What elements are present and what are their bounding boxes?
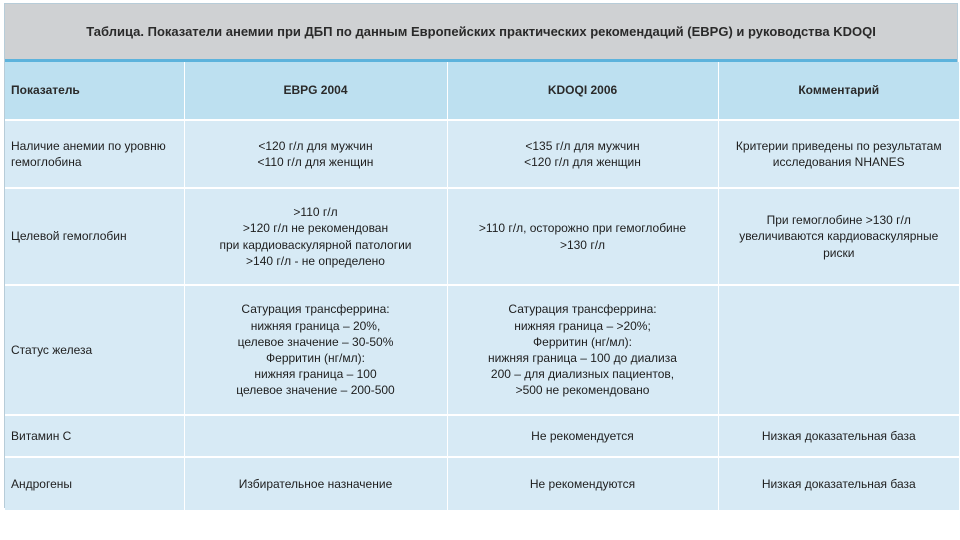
cell-line: >140 г/л - не определено [246,253,385,268]
comment-cell [718,285,959,416]
table-row: Наличие анемии по уровню гемоглобина <12… [5,120,959,189]
table-row: Статус железа Сатурация трансферрина: ни… [5,285,959,416]
cell-line: Ферритин (нг/мл): [266,351,365,365]
row-label: Целевой гемоглобин [5,188,185,286]
ebpg-cell: Сатурация трансферрина: нижняя граница –… [184,285,448,416]
table-title: Таблица. Показатели анемии при ДБП по да… [5,4,957,62]
cell-line: исследования NHANES [772,155,905,169]
cell-line: Целевой гемоглобин [11,229,127,244]
cell-line: Не рекомендуются [529,476,636,491]
cell-line: Низкая доказательная база [761,428,916,443]
cell-line: Сатурация трансферрина: [508,302,657,317]
cell-line: Андрогены [11,476,73,491]
cell-line: Критерии приведены по результатам [735,138,942,153]
table-row: Андрогены Избирательное назначение Не ре… [5,457,959,512]
comment-cell: При гемоглобине >130 г/л увеличиваются к… [718,188,959,286]
table-frame: Таблица. Показатели анемии при ДБП по да… [4,3,959,512]
cell-line: >130 г/л [559,237,606,252]
kdoqi-cell: Не рекомендуется [447,415,719,458]
cell-line: <135 г/л для мужчин [525,138,640,153]
cell-line: Избирательное назначение [238,476,393,491]
cell-line: >110 г/л, осторожно при гемоглобине [478,221,687,236]
cell-line: <120 г/л для мужчин [258,138,373,153]
ebpg-cell [184,415,448,458]
ebpg-cell: Избирательное назначение [184,457,448,512]
header-kdoqi: KDOQI 2006 [447,62,719,121]
cell-line: Не рекомендуется [531,428,634,443]
row-label: Наличие анемии по уровню гемоглобина [5,120,185,189]
comment-cell: Низкая доказательная база [718,415,959,458]
cell-line: >500 не рекомендовано [515,383,650,398]
header-indicator: Показатель [5,62,185,121]
comment-cell: Критерии приведены по результатам исслед… [718,120,959,189]
header-row: Показатель EBPG 2004 KDOQI 2006 Коммента… [5,62,959,121]
cell-line: При гемоглобине >130 г/л [766,213,911,228]
cell-line: целевое значение – 30-50% [237,334,394,349]
ebpg-cell: <120 г/л для мужчин <110 г/л для женщин [184,120,448,189]
comment-cell: Низкая доказательная база [718,457,959,512]
kdoqi-cell: >110 г/л, осторожно при гемоглобине >130… [447,188,719,286]
cell-line: <120 г/л для женщин [524,155,641,169]
anemia-table: Показатель EBPG 2004 KDOQI 2006 Коммента… [5,62,959,512]
cell-line: целевое значение – 200-500 [236,383,395,398]
cell-line: гемоглобина [11,155,82,169]
table-row: Витамин С Не рекомендуется Низкая доказа… [5,415,959,458]
cell-line: Сатурация трансферрина: [241,302,390,317]
cell-line: при кардиоваскулярной патологии [219,237,412,252]
cell-line: нижняя граница – >20%; [514,318,651,333]
kdoqi-cell: Сатурация трансферрина: нижняя граница –… [447,285,719,416]
ebpg-cell: >110 г/л >120 г/л не рекомендован при ка… [184,188,448,286]
cell-line: нижняя граница – 100 [254,367,377,382]
cell-line: нижняя граница – 20%, [250,318,381,333]
cell-line: Низкая доказательная база [761,476,916,491]
cell-line: >110 г/л [293,205,338,220]
cell-line: Ферритин (нг/мл): [533,334,632,349]
row-label: Витамин С [5,415,185,458]
cell-line: нижняя граница – 100 до диализа [488,351,677,365]
row-label: Статус железа [5,285,185,416]
cell-line: Витамин С [11,428,72,443]
cell-line: 200 – для диализных пациентов, [490,367,675,382]
cell-line: <110 г/л для женщин [257,155,374,169]
table-row: Целевой гемоглобин >110 г/л >120 г/л не … [5,188,959,286]
cell-line: риски [823,245,855,260]
kdoqi-cell: Не рекомендуются [447,457,719,512]
cell-line: Статус железа [11,342,93,357]
cell-line: увеличиваются кардиоваскулярные [739,229,939,244]
row-label: Андрогены [5,457,185,512]
header-ebpg: EBPG 2004 [184,62,448,121]
kdoqi-cell: <135 г/л для мужчин <120 г/л для женщин [447,120,719,189]
cell-line: >120 г/л не рекомендован [242,221,389,236]
cell-line: Наличие анемии по уровню [11,138,166,153]
header-comment: Комментарий [718,62,959,121]
